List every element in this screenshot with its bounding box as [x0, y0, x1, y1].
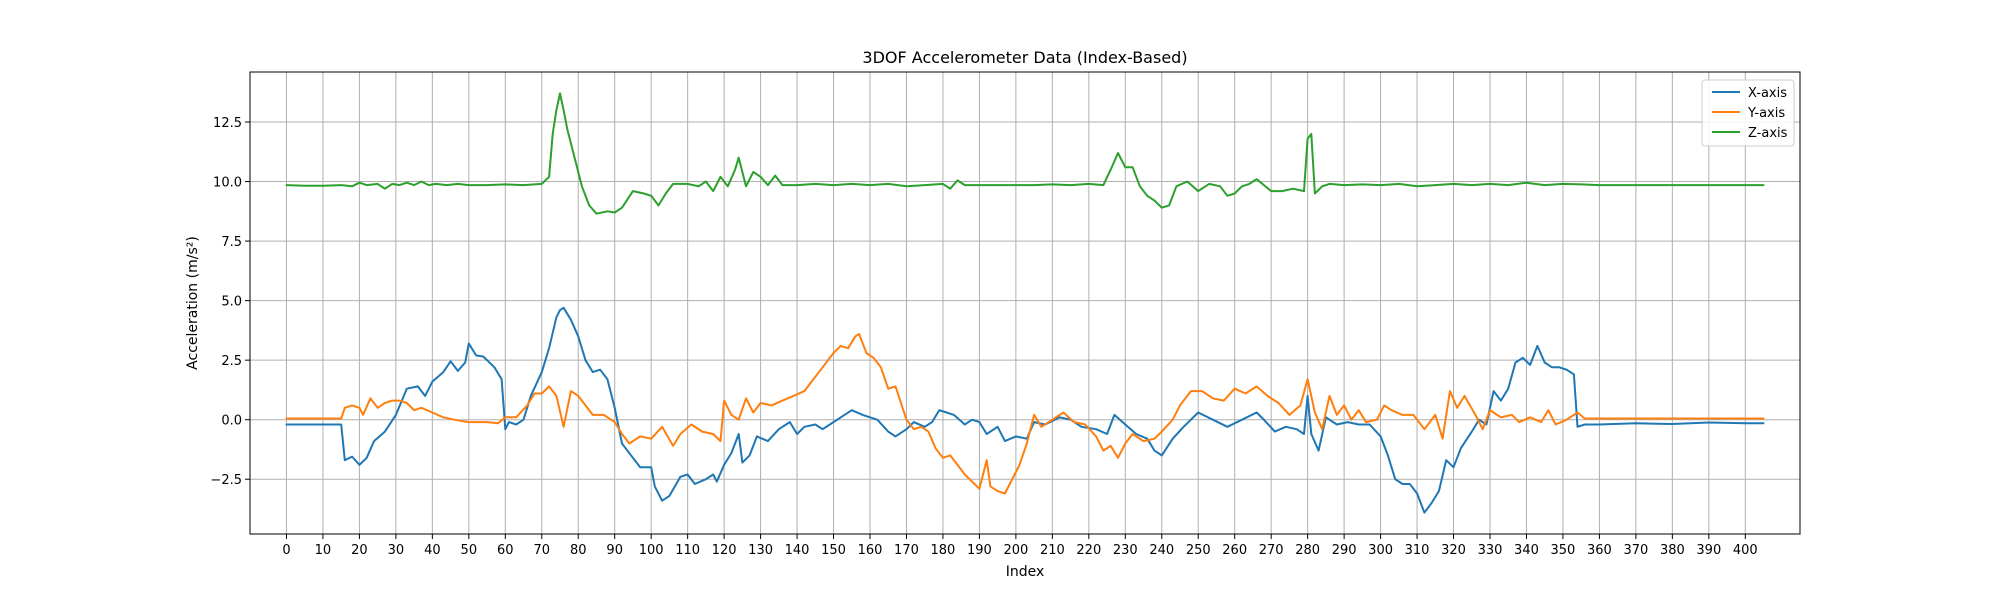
x-tick-layer: 0 10 20 30 40 50 60 70 80 90 100 110 120 130 140 150 160…: [282, 534, 1758, 558]
z-axis-series-line: [285, 92, 1765, 215]
z-axis-legend-label: Z-axis: [1748, 126, 1788, 141]
x-tick-label: 130: [748, 543, 773, 558]
x-tick-label: 240: [1149, 543, 1174, 558]
x-tick-label: 340: [1514, 543, 1539, 558]
x-tick-label: 370: [1623, 543, 1648, 558]
x-tick-label: 180: [931, 543, 956, 558]
series-layer: [285, 92, 1765, 514]
y-tick-label: 10.0: [213, 176, 242, 191]
legend: X-axis Y-axis Z-axis: [1701, 79, 1795, 147]
x-tick-label: 50: [461, 543, 478, 558]
chart-title: 3DOF Accelerometer Data (Index-Based): [862, 48, 1187, 67]
x-tick-label: 0: [282, 543, 290, 558]
x-tick-label: 90: [606, 543, 623, 558]
plot-frame: [249, 71, 1801, 535]
x-tick-label: 360: [1587, 543, 1612, 558]
x-tick-label: 380: [1660, 543, 1685, 558]
x-tick-label: 170: [894, 543, 919, 558]
x-tick-label: 290: [1332, 543, 1357, 558]
x-tick-label: 270: [1259, 543, 1284, 558]
x-tick-label: 100: [639, 543, 664, 558]
y-axis-legend-label: Y-axis: [1747, 106, 1785, 121]
x-tick-label: 310: [1405, 543, 1430, 558]
y-tick-label: 2.5: [221, 354, 242, 369]
x-tick-label: 220: [1076, 543, 1101, 558]
x-tick-label: 70: [533, 543, 550, 558]
x-tick-label: 230: [1113, 543, 1138, 558]
y-tick-label: 12.5: [213, 116, 242, 131]
y-axis-series-line: [285, 333, 1765, 495]
x-axis-legend-label: X-axis: [1748, 86, 1787, 101]
x-tick-label: 190: [967, 543, 992, 558]
x-tick-label: 330: [1478, 543, 1503, 558]
x-tick-label: 250: [1186, 543, 1211, 558]
x-axis-label: Index: [1006, 564, 1045, 580]
y-tick-label: 0.0: [221, 414, 242, 429]
grid-layer: [250, 72, 1800, 534]
x-tick-label: 10: [315, 543, 332, 558]
x-tick-label: 20: [351, 543, 368, 558]
x-tick-label: 400: [1733, 543, 1758, 558]
x-tick-label: 30: [388, 543, 405, 558]
y-tick-label: 7.5: [221, 235, 242, 250]
y-tick-label: −2.5: [210, 473, 242, 488]
x-tick-label: 40: [424, 543, 441, 558]
x-tick-label: 120: [712, 543, 737, 558]
x-tick-label: 320: [1441, 543, 1466, 558]
x-tick-label: 110: [675, 543, 700, 558]
x-tick-label: 150: [821, 543, 846, 558]
x-tick-label: 350: [1551, 543, 1576, 558]
x-tick-label: 210: [1040, 543, 1065, 558]
x-tick-label: 390: [1696, 543, 1721, 558]
x-tick-label: 200: [1003, 543, 1028, 558]
x-tick-label: 80: [570, 543, 587, 558]
x-tick-label: 260: [1222, 543, 1247, 558]
x-axis-series-line: [285, 306, 1765, 514]
y-tick-label: 5.0: [221, 295, 242, 310]
legend-box: [1701, 79, 1795, 147]
y-axis-label: Acceleration (m/s²): [185, 236, 201, 370]
x-tick-label: 280: [1295, 543, 1320, 558]
x-tick-label: 160: [858, 543, 883, 558]
y-tick-layer: −2.5 0.0 2.5 5.0 7.5 10.0 12.5: [210, 116, 250, 488]
x-tick-label: 60: [497, 543, 514, 558]
x-tick-label: 140: [785, 543, 810, 558]
x-tick-label: 300: [1368, 543, 1393, 558]
